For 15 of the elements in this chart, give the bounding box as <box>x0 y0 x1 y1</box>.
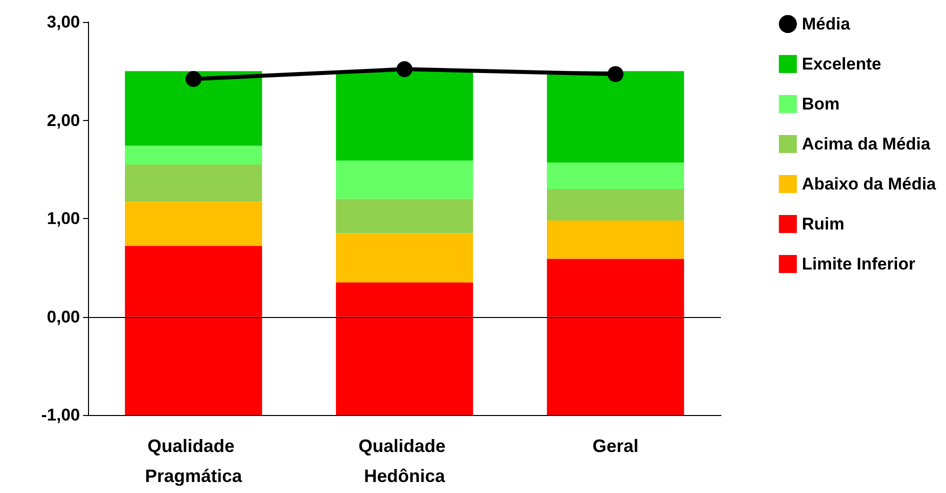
legend-label: Média <box>802 14 851 34</box>
legend-label: Ruim <box>802 214 844 234</box>
legend-label: Bom <box>802 94 840 114</box>
x-tick-label: Qualidade Pragmática <box>144 436 244 486</box>
y-tick-label: 0,00 <box>46 307 80 326</box>
x-tick-label: Geral <box>592 436 639 456</box>
legend-label: Limite Inferior <box>802 254 916 274</box>
y-tick-label: 1,00 <box>46 209 80 228</box>
y-tick-label: -1,00 <box>41 406 80 424</box>
y-tick-label: 2,00 <box>46 110 80 130</box>
legend-label: Abaixo da Média <box>802 174 937 194</box>
legend-label: Excelente <box>802 54 882 74</box>
y-tick-label: 3,00 <box>46 12 80 32</box>
legend-label: Acima da Média <box>802 134 931 154</box>
x-tick-label: Qualidade Hedônica <box>358 436 451 486</box>
